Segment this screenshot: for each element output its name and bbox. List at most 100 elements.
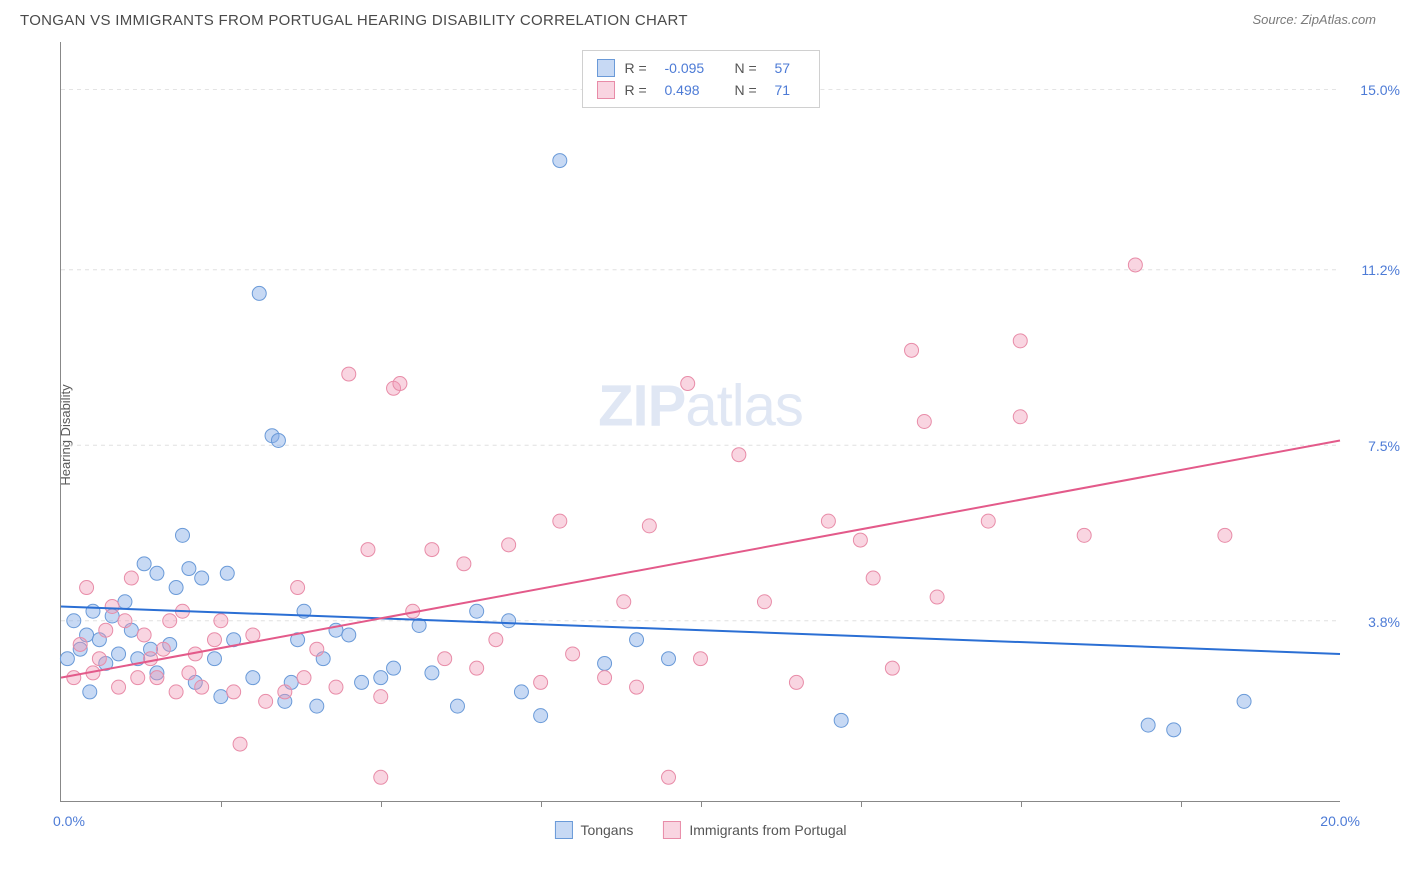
scatter-point <box>112 647 126 661</box>
scatter-point <box>885 661 899 675</box>
x-axis-min: 0.0% <box>53 813 85 829</box>
scatter-point <box>195 680 209 694</box>
n-value: 57 <box>775 60 805 76</box>
scatter-point <box>118 614 132 628</box>
scatter-point <box>137 628 151 642</box>
scatter-point <box>534 675 548 689</box>
swatch-portugal <box>663 821 681 839</box>
scatter-point <box>310 642 324 656</box>
scatter-point <box>566 647 580 661</box>
legend-row: R = -0.095 N = 57 <box>597 57 805 79</box>
scatter-point <box>553 514 567 528</box>
chart-container: Hearing Disability ZIPatlas 3.8%7.5%11.2… <box>45 42 1365 827</box>
scatter-point <box>450 699 464 713</box>
chart-title: TONGAN VS IMMIGRANTS FROM PORTUGAL HEARI… <box>20 12 688 29</box>
scatter-point <box>374 671 388 685</box>
n-label: N = <box>735 82 765 98</box>
scatter-point <box>220 566 234 580</box>
scatter-point <box>1167 723 1181 737</box>
scatter-point <box>1237 694 1251 708</box>
scatter-point <box>207 652 221 666</box>
scatter-point <box>662 652 676 666</box>
scatter-point <box>681 377 695 391</box>
scatter-point <box>598 656 612 670</box>
scatter-point <box>853 533 867 547</box>
scatter-point <box>60 652 74 666</box>
scatter-point <box>355 675 369 689</box>
scatter-point <box>112 680 126 694</box>
scatter-point <box>92 652 106 666</box>
scatter-point <box>176 528 190 542</box>
scatter-point <box>182 666 196 680</box>
scatter-point <box>150 566 164 580</box>
scatter-point <box>297 671 311 685</box>
y-tick-label: 15.0% <box>1360 82 1400 98</box>
scatter-point <box>1128 258 1142 272</box>
scatter-point <box>195 571 209 585</box>
swatch-portugal <box>597 81 615 99</box>
scatter-point <box>342 628 356 642</box>
scatter-point <box>233 737 247 751</box>
scatter-point <box>374 690 388 704</box>
scatter-point <box>757 595 771 609</box>
scatter-point <box>489 633 503 647</box>
scatter-point <box>124 571 138 585</box>
scatter-point <box>425 666 439 680</box>
scatter-point <box>834 713 848 727</box>
scatter-point <box>642 519 656 533</box>
y-tick-label: 3.8% <box>1368 614 1400 630</box>
scatter-point <box>457 557 471 571</box>
x-tick <box>701 801 702 807</box>
scatter-point <box>514 685 528 699</box>
scatter-point <box>553 154 567 168</box>
x-tick <box>221 801 222 807</box>
x-tick <box>1021 801 1022 807</box>
scatter-point <box>393 377 407 391</box>
scatter-point <box>470 604 484 618</box>
scatter-point <box>342 367 356 381</box>
scatter-point <box>73 637 87 651</box>
scatter-point <box>169 581 183 595</box>
scatter-point <box>374 770 388 784</box>
r-value: -0.095 <box>665 60 725 76</box>
scatter-point <box>67 614 81 628</box>
scatter-point <box>617 595 631 609</box>
scatter-point <box>214 614 228 628</box>
scatter-point <box>291 581 305 595</box>
scatter-point <box>137 557 151 571</box>
legend-row: R = 0.498 N = 71 <box>597 79 805 101</box>
scatter-point <box>630 633 644 647</box>
scatter-point <box>534 709 548 723</box>
legend-label: Tongans <box>580 822 633 838</box>
scatter-point <box>981 514 995 528</box>
scatter-point <box>131 671 145 685</box>
legend-item: Tongans <box>554 821 633 839</box>
plot-area: ZIPatlas 3.8%7.5%11.2%15.0% 0.0% 20.0% R… <box>60 42 1340 802</box>
swatch-tongans <box>597 59 615 77</box>
scatter-point <box>866 571 880 585</box>
n-label: N = <box>735 60 765 76</box>
scatter-point <box>630 680 644 694</box>
scatter-point <box>1077 528 1091 542</box>
scatter-point <box>99 623 113 637</box>
scatter-point <box>438 652 452 666</box>
scatter-point <box>227 685 241 699</box>
x-axis-max: 20.0% <box>1320 813 1360 829</box>
scatter-point <box>80 581 94 595</box>
scatter-point <box>662 770 676 784</box>
scatter-point <box>598 671 612 685</box>
scatter-point <box>905 343 919 357</box>
r-label: R = <box>625 82 655 98</box>
scatter-point <box>425 543 439 557</box>
scatter-point <box>156 642 170 656</box>
scatter-point <box>246 628 260 642</box>
scatter-point <box>930 590 944 604</box>
scatter-point <box>144 652 158 666</box>
scatter-point <box>252 286 266 300</box>
legend-label: Immigrants from Portugal <box>689 822 846 838</box>
scatter-point <box>86 604 100 618</box>
scatter-point <box>821 514 835 528</box>
scatter-point <box>470 661 484 675</box>
x-tick <box>861 801 862 807</box>
trend-line <box>61 440 1340 677</box>
